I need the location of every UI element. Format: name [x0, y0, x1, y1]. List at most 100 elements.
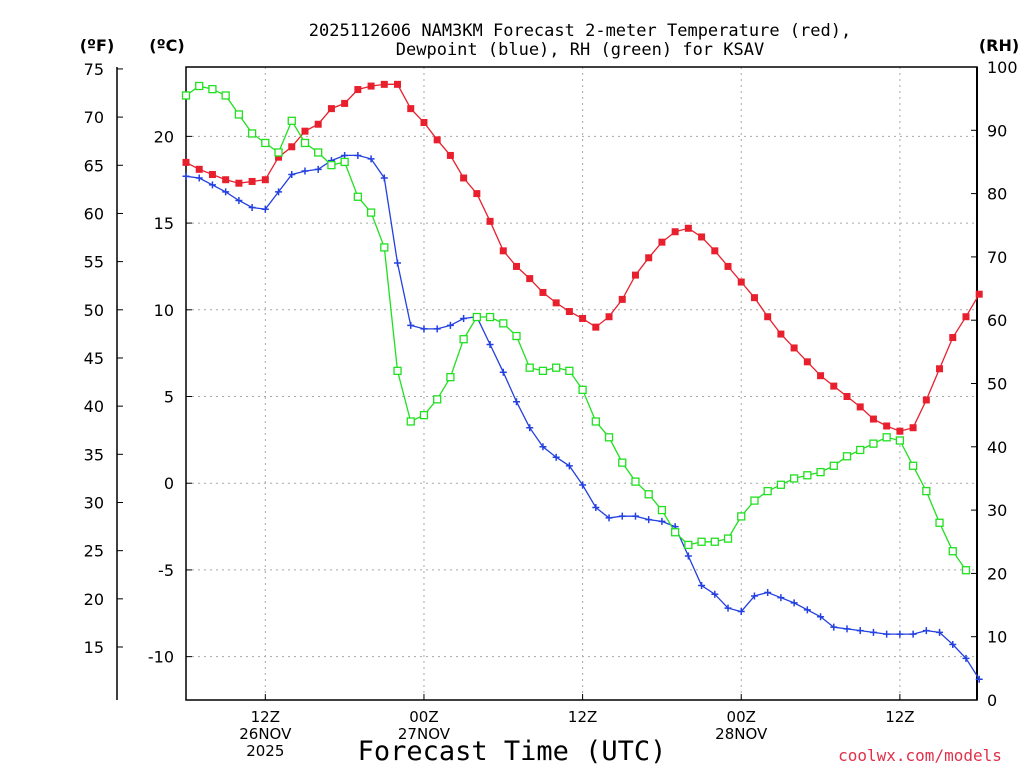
dewpoint-point [777, 594, 785, 602]
temperature-point [645, 254, 653, 262]
temperature-point [777, 330, 785, 338]
temperature-point [936, 365, 944, 373]
rh-point [472, 312, 481, 322]
dewpoint-point [301, 167, 309, 175]
rh-point [763, 486, 772, 496]
rh-point [433, 395, 442, 404]
dewpoint-point [764, 588, 772, 596]
temperature-point [592, 323, 600, 331]
x-tick-label: 00Z [727, 708, 756, 726]
rh-point [552, 363, 561, 372]
dewpoint-point [195, 174, 203, 182]
fahrenheit-tick-label: 35 [84, 445, 104, 464]
dewpoint-point [949, 641, 957, 649]
temperature-point [830, 382, 838, 390]
dewpoint-point [592, 503, 600, 511]
temperature-point [433, 136, 441, 144]
temperature-point [526, 275, 534, 283]
dewpoint-point [698, 582, 706, 590]
temperature-point [671, 228, 679, 236]
rh-tick-label: 10 [987, 628, 1007, 647]
fahrenheit-tick-label: 25 [84, 542, 104, 561]
temperature-point [182, 158, 190, 166]
temperature-point [248, 177, 256, 185]
temperature-point [314, 120, 322, 128]
dewpoint-point [182, 172, 190, 180]
temperature-point [843, 393, 851, 401]
celsius-tick-label: 0 [164, 474, 174, 493]
rh-point [591, 417, 600, 426]
temperature-point [407, 105, 415, 113]
temperature-point [605, 313, 613, 321]
rh-point [340, 157, 349, 167]
rh-point [618, 458, 627, 467]
temperature-point [235, 179, 243, 187]
rh-point [657, 505, 667, 515]
series-line [185, 85, 967, 571]
fahrenheit-tick-label: 30 [84, 493, 104, 512]
temperature-point [579, 314, 587, 322]
temperature-point [790, 344, 798, 352]
temperature-point [949, 334, 957, 342]
temperature-point [618, 295, 626, 303]
dewpoint-point [486, 340, 494, 348]
rh-tick-label: 50 [987, 375, 1007, 394]
dewpoint-point [684, 552, 692, 560]
rh-point [195, 81, 204, 91]
fahrenheit-tick-label: 65 [84, 156, 104, 175]
temperature-point [962, 313, 970, 321]
dewpoint-point [737, 608, 745, 616]
dewpoint-point [565, 462, 573, 470]
temperature-point [750, 294, 758, 302]
dewpoint-point [222, 188, 230, 196]
celsius-tick-label: 10 [154, 301, 174, 320]
dewpoint-point [446, 321, 454, 329]
rh-point [287, 116, 296, 125]
dewpoint-point [830, 623, 838, 631]
dewpoint-point [724, 604, 732, 612]
rh-point [737, 512, 746, 521]
temperature-point [883, 422, 891, 430]
rh-point [221, 91, 230, 100]
rh-point [697, 537, 706, 546]
x-tick-label: 12Z [568, 708, 597, 726]
temperature-point [380, 80, 388, 88]
temperature-point [341, 99, 349, 107]
rh-point [908, 461, 918, 470]
rh-point [380, 243, 389, 252]
dewpoint-point [552, 453, 560, 461]
dewpoint-point [658, 517, 666, 525]
rh-point [446, 373, 455, 382]
dewpoint-point [235, 197, 243, 205]
dewpoint-point [803, 606, 811, 614]
dewpoint-point [354, 151, 362, 159]
dewpoint-point [962, 654, 970, 662]
celsius-tick-label: -10 [148, 648, 174, 667]
dewpoint-point [208, 181, 216, 189]
rh-point [208, 85, 217, 94]
dewpoint-point [499, 368, 507, 376]
temperature-point [565, 308, 573, 316]
temperature-point [698, 233, 706, 241]
temperature-point [684, 224, 692, 232]
dewpoint-point [936, 628, 944, 636]
temperature-point [275, 153, 283, 161]
dewpoint-point [248, 203, 256, 211]
dewpoint-point [288, 171, 296, 179]
chart-title-line2: Dewpoint (blue), RH (green) for KSAV [396, 40, 764, 60]
rh-point [274, 148, 283, 157]
temperature-point [420, 118, 428, 126]
celsius-tick-label: 20 [154, 127, 174, 146]
fahrenheit-tick-label: 20 [84, 590, 104, 609]
temperature-point [367, 82, 375, 90]
dewpoint-point [420, 325, 428, 333]
series-dewpoint [182, 151, 983, 683]
dewpoint-point [869, 628, 877, 636]
temperature-point [896, 427, 904, 435]
dewpoint-point [407, 321, 415, 329]
temperature-point [288, 143, 296, 151]
dewpoint-point [460, 314, 468, 322]
series-rh [181, 81, 971, 575]
rh-point [393, 366, 402, 375]
